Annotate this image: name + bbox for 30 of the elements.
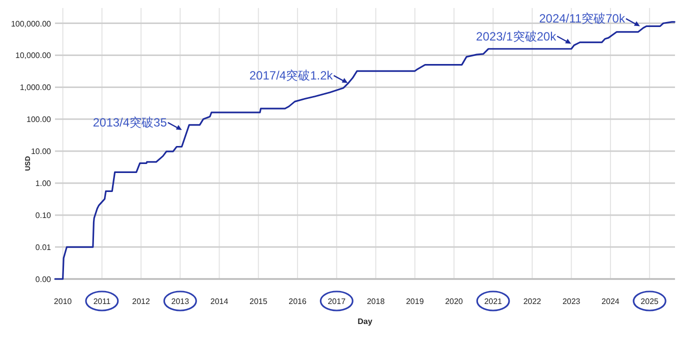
x-tick-label: 2025 [640,297,660,306]
x-tick-label: 2019 [406,297,424,306]
y-tick-label: 100.00 [26,115,52,124]
y-tick-label: 1.00 [35,179,52,188]
x-tick-label: 2016 [288,297,307,306]
y-tick-label: 0.00 [35,275,52,284]
x-tick-label: 2018 [366,297,386,306]
y-tick-label: 0.01 [35,243,52,252]
x-tick-label: 2020 [445,297,464,306]
x-tick-label: 2021 [484,297,503,306]
x-tick-label: 2010 [54,297,72,306]
annotation: 2013/4突破35 [92,116,168,130]
x-tick-label: 2015 [250,297,268,306]
annotation: 2024/11突破70k [539,12,626,26]
x-tick-label: 2022 [523,297,542,306]
x-tick-label: 2024 [602,297,620,306]
annotation: 2023/1突破20k [476,29,558,44]
x-tick-label: 2014 [210,297,229,306]
x-tick-label: 2023 [562,297,581,306]
annotation: 2017/4突破1.2k [249,68,334,83]
y-tick-label: 1,000.00 [20,83,52,92]
x-tick-label: 2012 [132,297,151,306]
y-tick-label: 100,000.00 [10,19,52,28]
x-tick-label: 2017 [328,297,346,306]
x-tick-label: 2011 [93,297,112,306]
y-tick-label: 0.10 [35,211,52,220]
x-axis-title: Day [358,317,373,326]
x-tick-label: 2013 [171,297,190,306]
y-tick-label: 10,000.00 [15,51,52,60]
y-tick-label: 10.00 [30,147,52,156]
